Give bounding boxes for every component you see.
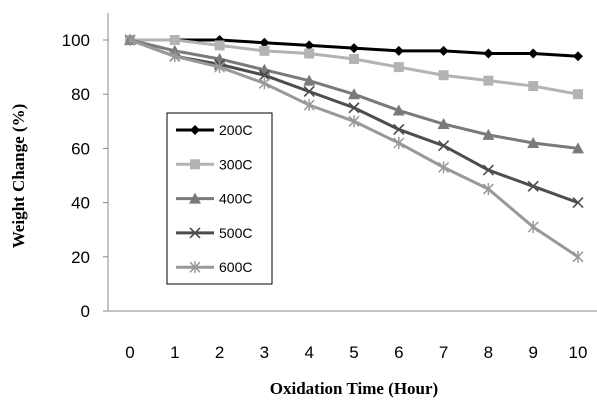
- data-point: [482, 164, 494, 176]
- data-point: [258, 69, 270, 81]
- y-tick-label: 100: [62, 31, 90, 50]
- data-point: [573, 89, 583, 100]
- x-axis-title: Oxidation Time (Hour): [270, 379, 438, 398]
- data-point: [259, 45, 270, 56]
- series-lines: [124, 34, 584, 263]
- data-point: [393, 136, 405, 149]
- data-point: [393, 62, 404, 73]
- y-tick-label: 60: [71, 139, 90, 158]
- data-point: [482, 128, 495, 140]
- data-point: [438, 45, 449, 56]
- x-tick-label: 0: [125, 343, 134, 362]
- data-point: [189, 261, 201, 274]
- data-point: [392, 104, 405, 116]
- data-point: [528, 48, 539, 59]
- data-point: [303, 99, 315, 112]
- data-point: [393, 123, 405, 135]
- data-point: [572, 250, 584, 263]
- data-point: [437, 118, 450, 130]
- data-point: [482, 183, 494, 196]
- data-point: [348, 88, 360, 100]
- data-point: [304, 40, 315, 51]
- data-point: [527, 136, 540, 148]
- legend-label: 300C: [219, 156, 252, 172]
- data-point: [348, 115, 360, 128]
- data-point: [190, 159, 200, 170]
- y-tick-label: 0: [81, 302, 90, 321]
- tick-labels: 0 20 40 60 80 100 0 1 2 3 4 5 6 7 8 9 10: [62, 31, 588, 362]
- data-point: [189, 227, 201, 239]
- x-tick-label: 2: [215, 343, 224, 362]
- data-point: [528, 81, 539, 92]
- data-point: [303, 85, 315, 98]
- x-tick-label: 3: [260, 343, 269, 362]
- x-tick-label: 9: [528, 343, 537, 362]
- data-point: [483, 75, 494, 86]
- data-point: [258, 77, 270, 90]
- x-tick-label: 6: [394, 343, 403, 362]
- x-tick-label: 7: [439, 343, 448, 362]
- data-point: [214, 61, 226, 74]
- data-point: [303, 74, 316, 86]
- data-point: [124, 34, 136, 46]
- data-point: [169, 35, 180, 45]
- data-point: [572, 197, 584, 209]
- data-point: [573, 51, 583, 62]
- y-tick-label: 80: [71, 85, 90, 104]
- data-point: [438, 70, 449, 81]
- y-tick-label: 20: [71, 248, 90, 267]
- data-point: [393, 45, 404, 56]
- data-point: [189, 192, 201, 204]
- data-point: [190, 125, 200, 135]
- data-point: [214, 40, 225, 51]
- data-point: [438, 161, 450, 174]
- legend-label: 200C: [219, 122, 252, 138]
- data-point: [304, 48, 315, 59]
- data-point: [349, 43, 359, 54]
- data-point: [527, 180, 539, 192]
- y-axis-title: Weight Change (%): [9, 104, 28, 249]
- legend: 200C 300C 400C 500C 600C: [166, 112, 273, 285]
- axes: [103, 13, 597, 312]
- legend-label: 400C: [219, 191, 252, 207]
- legend-label: 500C: [219, 225, 252, 241]
- data-point: [259, 37, 270, 48]
- y-tick-label: 40: [71, 194, 90, 213]
- x-tick-label: 8: [484, 343, 493, 362]
- data-point: [169, 50, 181, 63]
- x-tick-label: 10: [569, 343, 588, 362]
- x-tick-label: 4: [304, 343, 313, 362]
- x-tick-label: 5: [349, 343, 358, 362]
- data-point: [349, 53, 359, 64]
- data-point: [527, 220, 539, 233]
- x-tick-label: 1: [170, 343, 179, 362]
- data-point: [438, 140, 450, 152]
- data-point: [483, 48, 494, 59]
- data-point: [348, 102, 360, 114]
- legend-label: 600C: [219, 259, 252, 275]
- data-point: [572, 142, 584, 154]
